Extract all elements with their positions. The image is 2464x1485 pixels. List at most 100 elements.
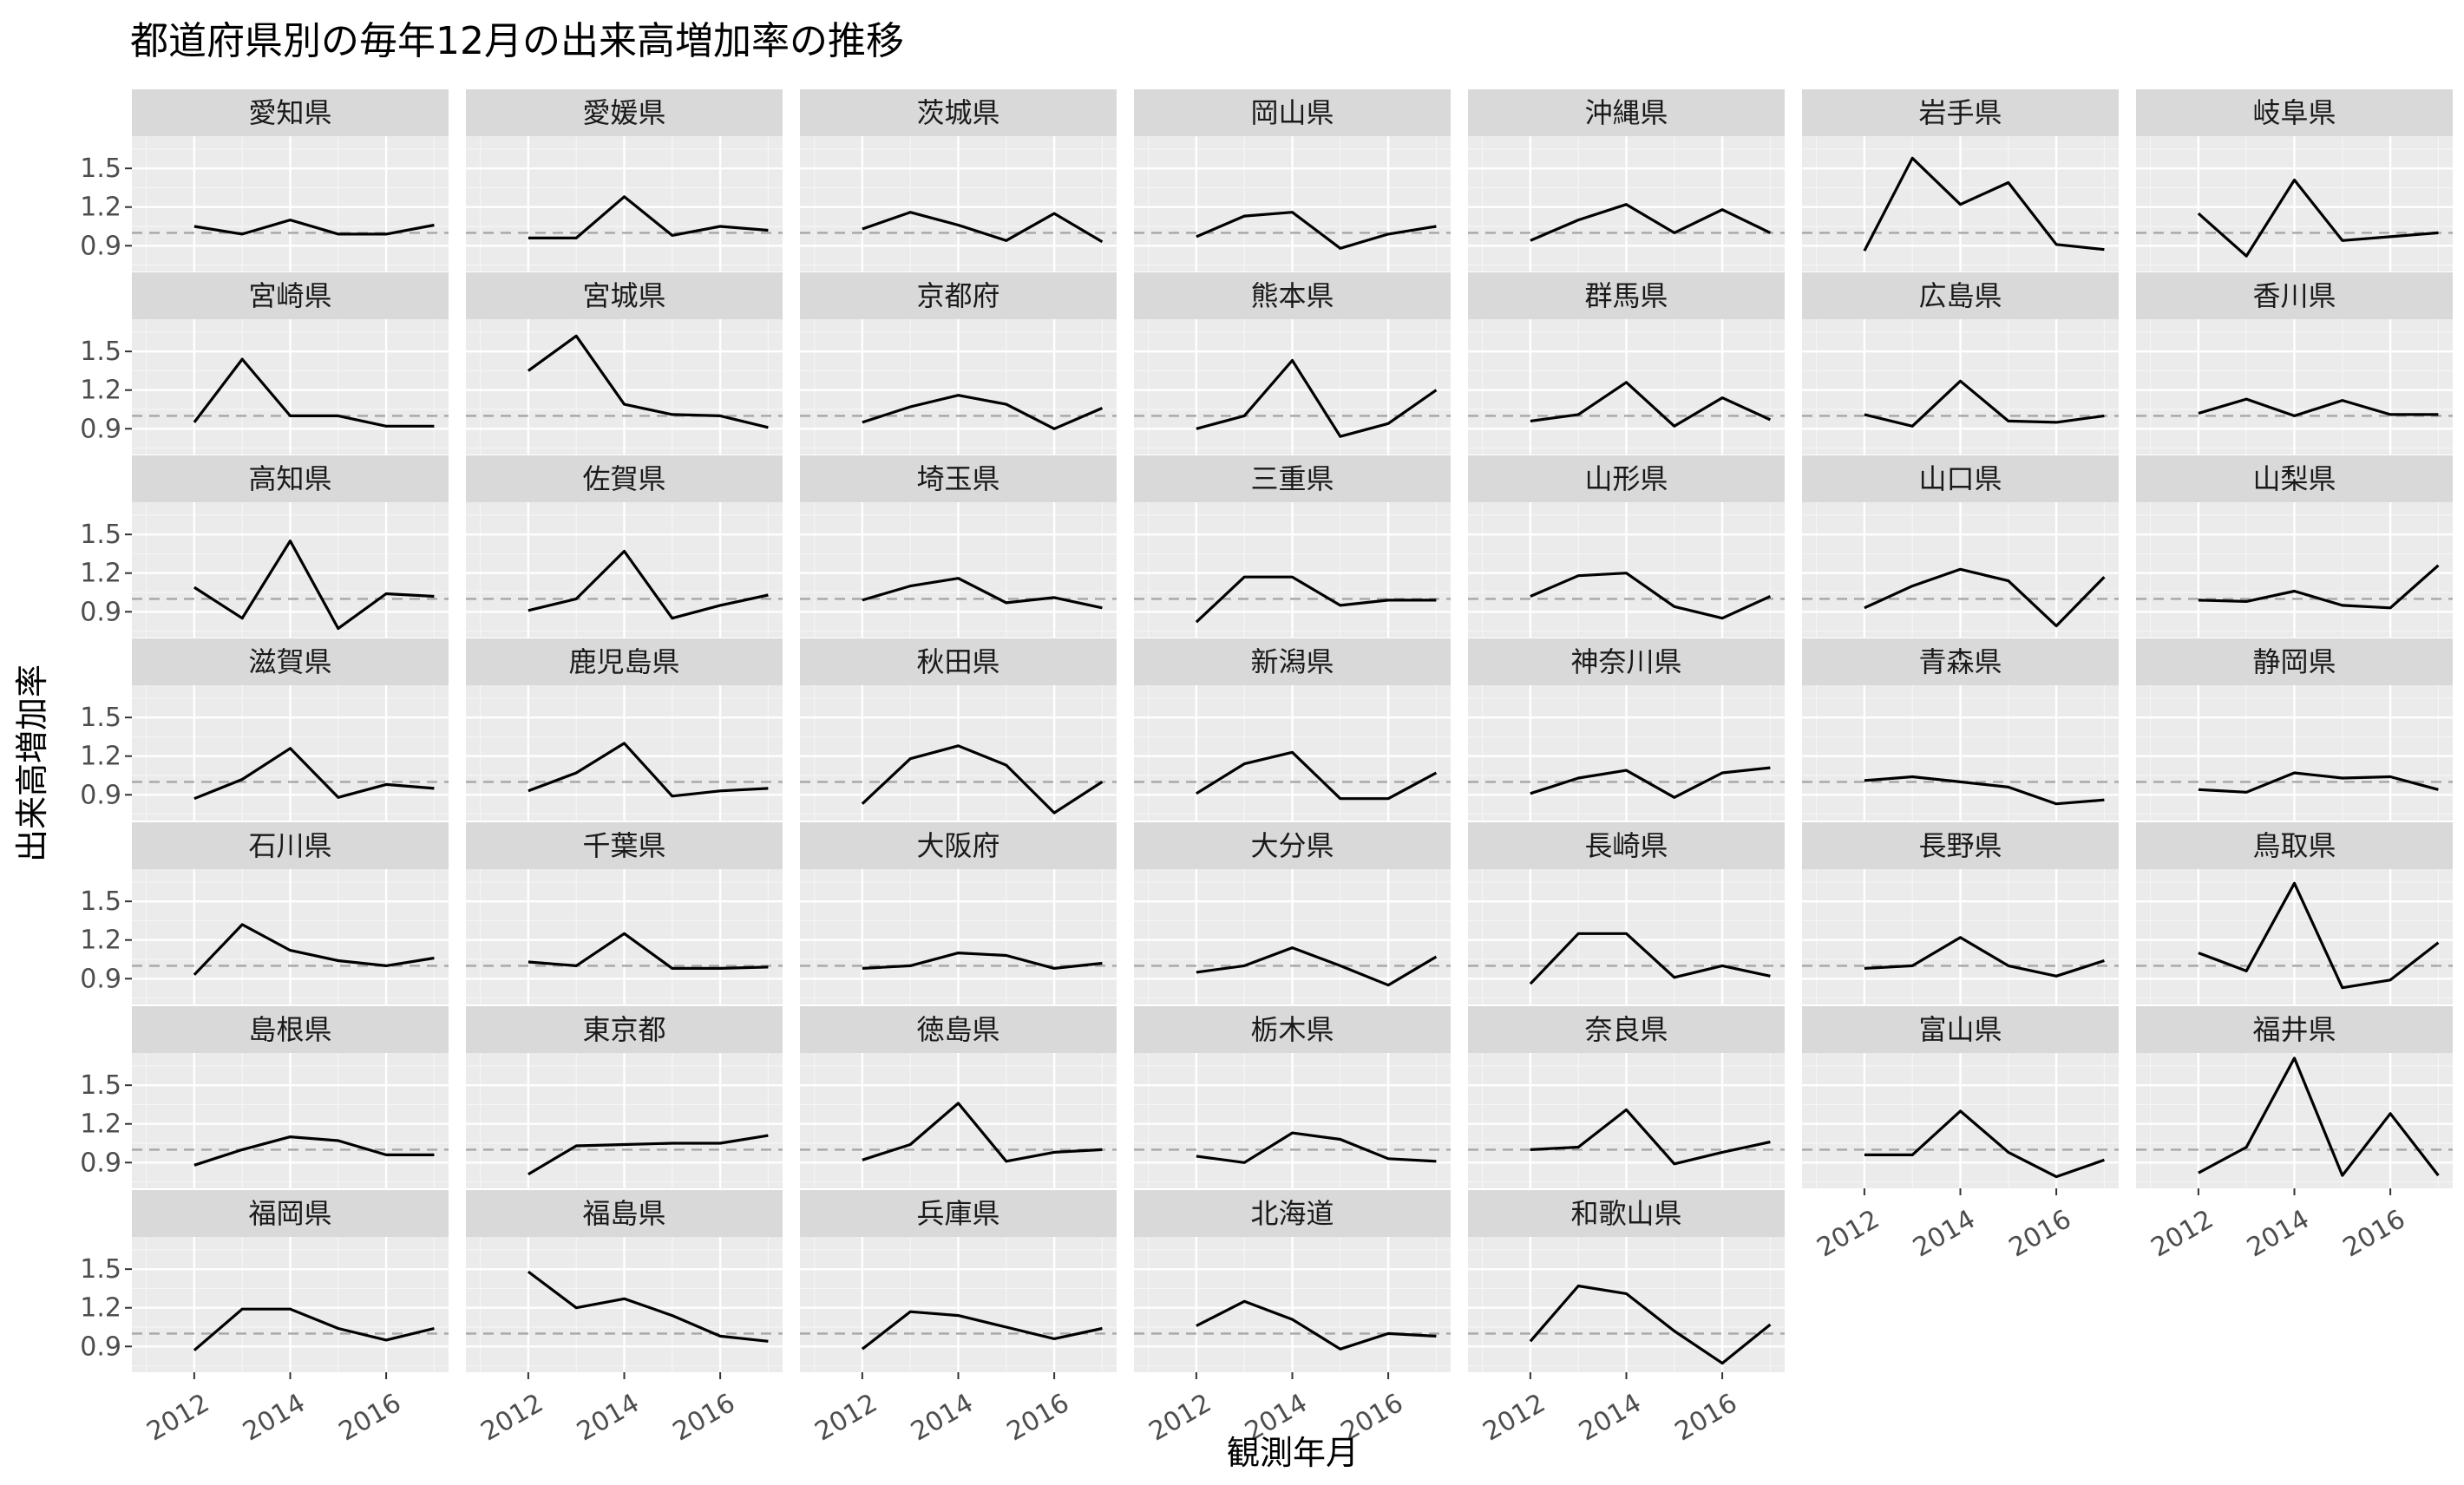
facet-strip	[2136, 638, 2453, 685]
series-line	[2198, 397, 2439, 417]
facet-strip	[1134, 1190, 1451, 1237]
series-line	[862, 394, 1104, 430]
x-tick-label: 2014	[238, 1388, 311, 1447]
facet-strip	[800, 455, 1117, 502]
facet-strip	[2136, 455, 2453, 502]
facet-panel: 宮城県	[466, 272, 783, 455]
facet-label: 東京都	[582, 1013, 665, 1046]
facet-label: 埼玉県	[916, 462, 999, 495]
x-tick-label: 2016	[2338, 1204, 2411, 1263]
facet-panel: 兵庫県 2012 2014 2016	[800, 1190, 1117, 1448]
facet-label: 秋田県	[916, 645, 999, 678]
facet-panel: 岩手県	[1802, 89, 2119, 271]
y-tick-label: 0.9	[80, 964, 121, 994]
facet-strip	[132, 272, 449, 319]
x-tick-label: 2014	[1574, 1388, 1647, 1447]
facet-label: 徳島県	[916, 1013, 999, 1046]
facet-label: 石川県	[248, 829, 331, 862]
facet-panel: 京都府	[800, 272, 1117, 455]
facet-label: 青森県	[1918, 645, 2002, 678]
facet-label: 長野県	[1918, 829, 2002, 862]
facet-strip	[1802, 1006, 2119, 1053]
facet-panel: 茨城県	[800, 89, 1117, 271]
series-line	[1529, 1284, 1772, 1365]
facet-panel: 石川県 0.9 1.2 1.5	[80, 822, 449, 1004]
x-tick-label: 2016	[668, 1388, 741, 1447]
y-axis-title: 出来高増加率	[13, 664, 51, 862]
facet-panel: 神奈川県	[1468, 638, 1785, 821]
facet-label: 茨城県	[916, 96, 999, 129]
facet-label: 栃木県	[1250, 1013, 1334, 1046]
facet-panel: 長崎県	[1468, 822, 1785, 1004]
facet-panel: 徳島県	[800, 1006, 1117, 1188]
series-line	[1864, 379, 2105, 428]
x-tick-label: 2016	[2004, 1204, 2077, 1263]
facet-strip	[132, 1006, 449, 1053]
x-tick-label: 2016	[1670, 1388, 1743, 1447]
series-line	[1530, 381, 1772, 428]
facet-label: 山口県	[1918, 462, 2002, 495]
facet-strip	[1134, 89, 1451, 136]
facet-label: 三重県	[1250, 462, 1334, 495]
facet-panel: 富山県 2012 2014 2016	[1802, 1006, 2119, 1264]
y-tick-label: 1.2	[80, 926, 121, 956]
facet-panel: 栃木県	[1134, 1006, 1451, 1188]
facet-strip	[1134, 272, 1451, 319]
x-tick-label: 2014	[906, 1388, 979, 1447]
facet-strip	[132, 455, 449, 502]
series-line	[1196, 1299, 1437, 1351]
facet-label: 山梨県	[2252, 462, 2336, 495]
facet-label: 愛媛県	[582, 96, 665, 129]
series-line	[1196, 358, 1438, 438]
y-tick-label: 1.2	[80, 193, 121, 223]
facet-strip	[466, 272, 783, 319]
x-tick-label: 2014	[572, 1388, 645, 1447]
facet-strip	[1134, 455, 1451, 502]
series-line	[2198, 1057, 2440, 1177]
series-line	[2198, 771, 2439, 794]
y-tick-label: 1.2	[80, 742, 121, 772]
series-line	[861, 744, 1104, 814]
series-line	[2197, 178, 2439, 258]
facet-panel: 福井県 2012 2014 2016	[2136, 1006, 2453, 1264]
facet-label: 北海道	[1250, 1197, 1334, 1230]
series-line	[193, 357, 435, 428]
y-tick-label: 0.9	[80, 1148, 121, 1178]
y-tick-label: 0.9	[80, 231, 121, 261]
facet-label: 福岡県	[248, 1197, 331, 1230]
facet-strip	[1802, 822, 2119, 869]
facet-strip	[2136, 1006, 2453, 1053]
facet-panel: 愛知県 0.9 1.2 1.5	[80, 89, 449, 271]
facet-label: 奈良県	[1584, 1013, 1668, 1046]
facet-label: 新潟県	[1250, 645, 1334, 678]
facet-label: 鳥取県	[2252, 829, 2336, 862]
y-tick-label: 0.9	[80, 597, 121, 627]
facet-label: 高知県	[248, 462, 331, 495]
facet-strip	[132, 89, 449, 136]
series-line	[2198, 564, 2440, 610]
facet-panel: 福島県 2012 2014 2016	[466, 1190, 783, 1448]
facet-panel: 鹿児島県	[466, 638, 783, 821]
y-tick-label: 1.5	[80, 703, 121, 733]
facet-panel: 山梨県	[2136, 455, 2453, 638]
facet-strip	[1468, 1006, 1785, 1053]
facet-label: 和歌山県	[1570, 1197, 1681, 1230]
facet-panel: 島根県 0.9 1.2 1.5	[80, 1006, 449, 1188]
facet-panel: 三重県	[1134, 455, 1451, 638]
facet-strip	[1468, 822, 1785, 869]
facet-label: 兵庫県	[916, 1197, 999, 1230]
facet-label: 京都府	[916, 279, 999, 312]
facet-panel: 青森県	[1802, 638, 2119, 821]
facet-panel: 熊本県	[1134, 272, 1451, 455]
facet-strip	[1468, 89, 1785, 136]
facet-strip	[1802, 272, 2119, 319]
y-tick-label: 1.5	[80, 154, 121, 184]
series-line	[1529, 932, 1771, 985]
series-line	[528, 549, 769, 620]
series-line	[862, 577, 1103, 610]
facet-panel: 広島県	[1802, 272, 2119, 455]
facet-panel: 東京都	[466, 1006, 783, 1188]
facet-panel: 大分県	[1134, 822, 1451, 1004]
series-line	[193, 539, 435, 631]
